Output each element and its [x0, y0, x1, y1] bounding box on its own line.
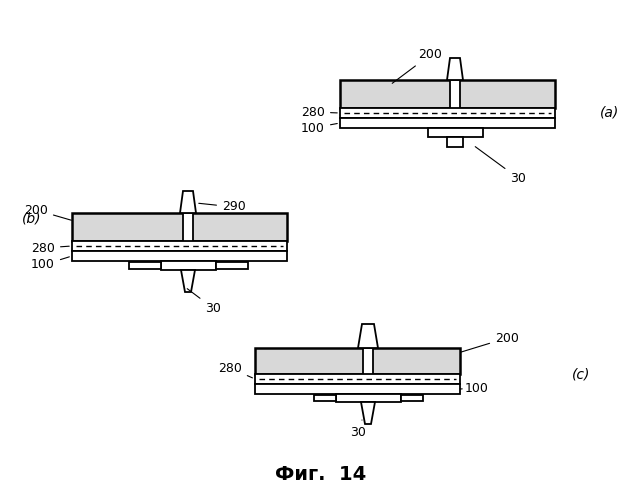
Bar	[340, 80, 555, 108]
Bar	[340, 118, 555, 128]
Text: 200: 200	[461, 332, 519, 352]
Text: 280: 280	[301, 106, 337, 118]
Bar	[363, 348, 373, 402]
Polygon shape	[181, 270, 195, 292]
Polygon shape	[447, 58, 463, 80]
Text: 200: 200	[24, 204, 71, 220]
Bar	[160, 261, 216, 270]
Text: 290: 290	[199, 200, 246, 213]
Text: 280: 280	[218, 362, 252, 378]
Text: 280: 280	[31, 242, 69, 254]
Bar	[128, 262, 160, 269]
Text: 100: 100	[460, 382, 489, 394]
Text: 30: 30	[187, 288, 221, 314]
Bar	[313, 395, 336, 401]
Bar	[401, 395, 422, 401]
Bar	[72, 241, 287, 251]
Text: (b): (b)	[22, 211, 42, 225]
Text: Фиг.  14: Фиг. 14	[275, 466, 367, 484]
Bar	[183, 213, 193, 273]
Text: (c): (c)	[572, 368, 591, 382]
Bar	[255, 348, 460, 374]
Text: 100: 100	[31, 257, 69, 272]
Text: 30: 30	[350, 420, 366, 438]
Bar	[255, 374, 460, 384]
Bar	[428, 128, 483, 137]
Bar	[72, 251, 287, 261]
Polygon shape	[358, 324, 378, 348]
Polygon shape	[180, 191, 196, 213]
Bar	[450, 80, 460, 140]
Bar	[255, 384, 460, 394]
Bar	[447, 137, 463, 147]
Text: 200: 200	[392, 48, 442, 84]
Text: 30: 30	[475, 146, 526, 184]
Polygon shape	[361, 402, 375, 424]
Bar	[216, 262, 248, 269]
Bar	[336, 394, 401, 402]
Bar	[340, 108, 555, 118]
Text: (a): (a)	[600, 105, 620, 119]
Text: 100: 100	[301, 122, 337, 134]
Bar	[72, 213, 287, 241]
